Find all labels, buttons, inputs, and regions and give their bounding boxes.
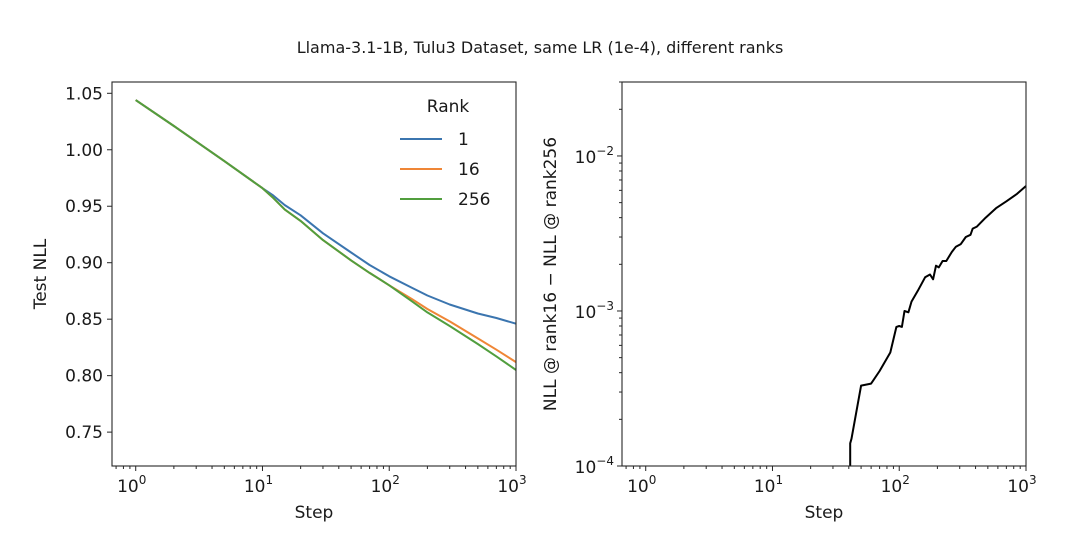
legend-label: 16	[458, 160, 480, 180]
legend-label: 256	[458, 190, 490, 210]
left-axes-frame	[111, 81, 517, 467]
left-y-tick-label: 0.80	[65, 367, 103, 387]
legend-entry-rank-16: 16	[400, 160, 480, 180]
left-y-tick-label: 0.85	[65, 310, 103, 330]
right-y-tick-label: 10−3	[575, 299, 614, 323]
series-line-rank-256	[135, 99, 517, 371]
left-x-tick-label: 102	[371, 473, 400, 497]
legend-entry-rank-256: 256	[400, 190, 490, 210]
right-x-tick-label: 102	[881, 473, 910, 497]
legend-label: 1	[458, 130, 469, 150]
left-y-tick-label: 0.95	[65, 197, 103, 217]
right-series-lines	[849, 185, 1027, 466]
legend-entries: 1 16 256	[400, 130, 490, 210]
right-x-tick-label: 101	[754, 473, 783, 497]
legend-entry-rank-1: 1	[400, 130, 469, 150]
left-x-tick-label: 103	[497, 473, 526, 497]
left-y-axis-label: Test NLL	[31, 238, 51, 310]
left-series-lines	[135, 99, 517, 371]
legend: Rank 1 16 256	[400, 97, 490, 210]
left-y-tick-label: 0.90	[65, 254, 103, 274]
right-plot-nll-difference: 100 101 102 103 10−4 10−3 10−2 Step NLL @ ran…	[541, 81, 1037, 523]
right-y-ticks: 10−4 10−3 10−2	[575, 81, 622, 478]
right-axes-frame	[621, 81, 1027, 467]
left-y-tick-label: 1.00	[65, 141, 103, 161]
left-x-axis-label: Step	[295, 503, 334, 523]
left-x-tick-label: 100	[117, 473, 146, 497]
left-x-tick-label: 101	[244, 473, 273, 497]
left-x-ticks: 100 101 102 103	[115, 466, 527, 497]
left-y-tick-label: 0.75	[65, 423, 103, 443]
right-y-tick-label: 10−4	[575, 454, 614, 478]
right-x-tick-label: 103	[1007, 473, 1036, 497]
right-x-ticks: 100 101 102 103	[625, 466, 1037, 497]
right-y-tick-label: 10−2	[575, 144, 614, 168]
left-y-ticks: 0.75 0.80 0.85 0.90 0.95 1.00 1.05	[65, 84, 112, 443]
figure-suptitle: Llama-3.1-1B, Tulu3 Dataset, same LR (1e…	[297, 38, 784, 57]
left-plot-test-nll: 100 101 102 103 0.75 0.80 0.85 0.90 0.95 1.00 1.0…	[31, 81, 527, 523]
left-y-tick-label: 1.05	[65, 84, 103, 104]
right-x-tick-label: 100	[627, 473, 656, 497]
right-x-axis-label: Step	[805, 503, 844, 523]
right-y-axis-label: NLL @ rank16 − NLL @ rank256	[541, 137, 561, 411]
legend-title: Rank	[427, 97, 470, 117]
series-line-nll-difference	[849, 185, 1027, 466]
